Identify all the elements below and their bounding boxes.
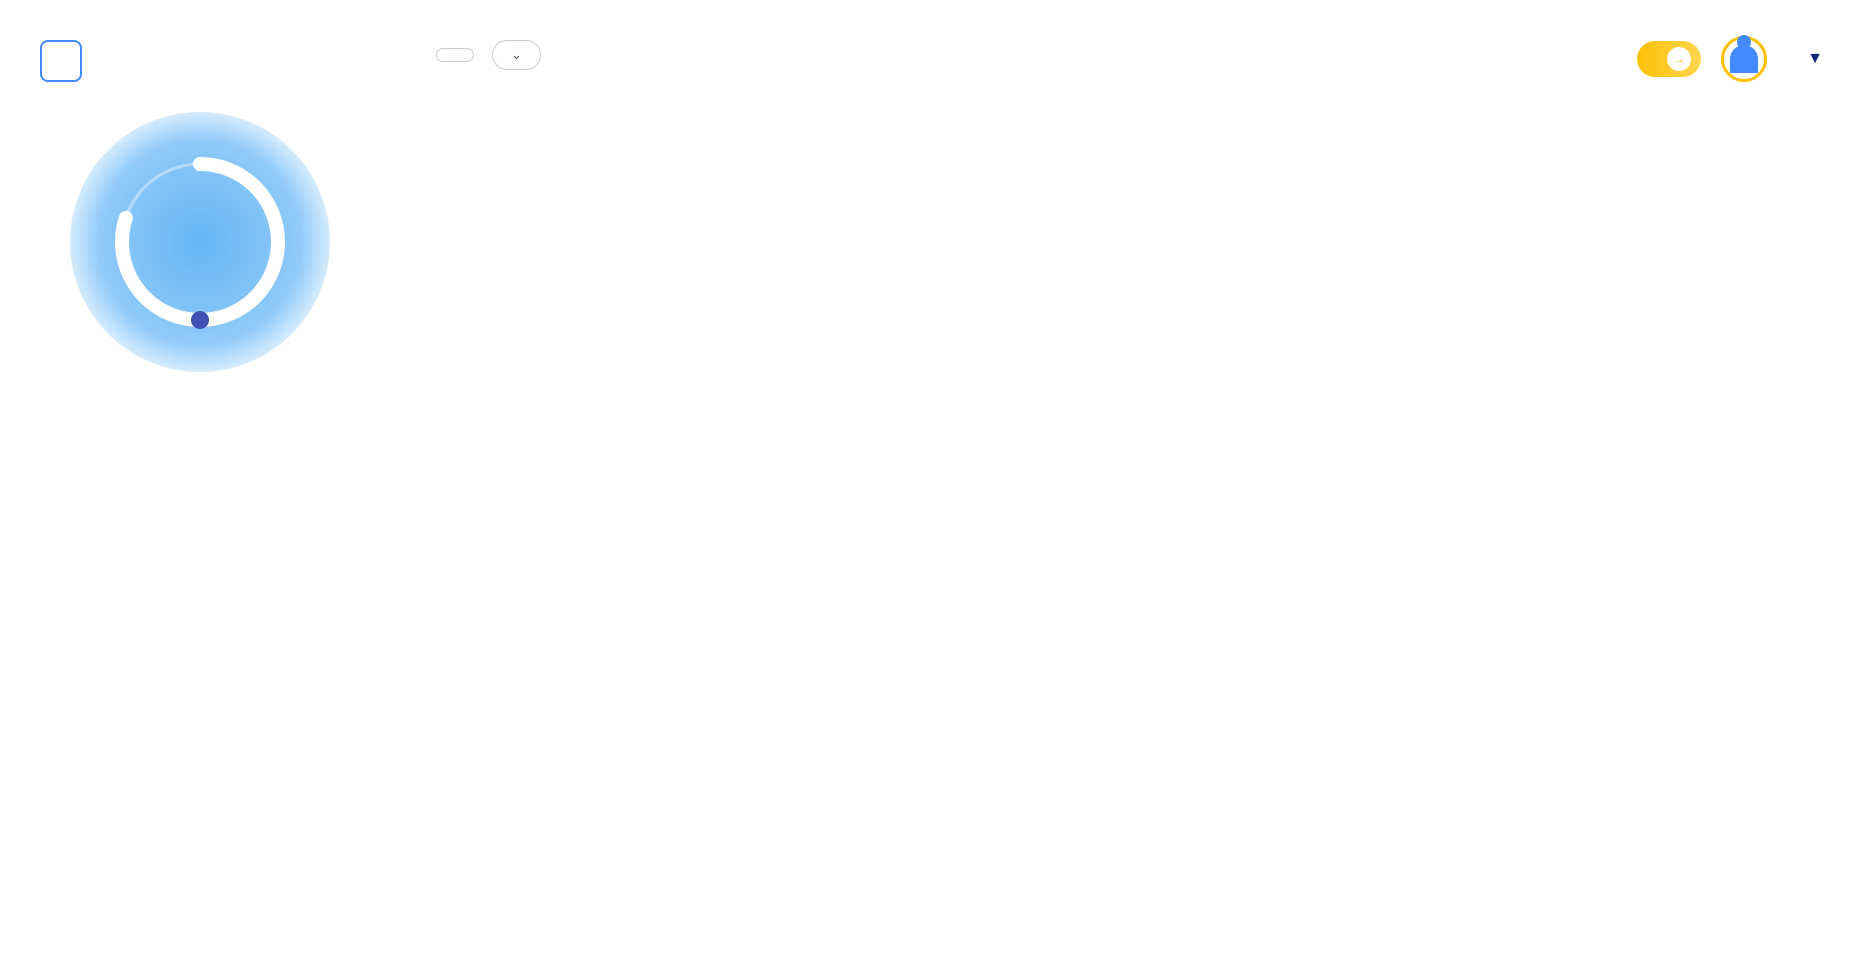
col3 [1180,100,1500,389]
col2 [920,100,1140,442]
logo [40,40,360,82]
logo-icon [40,40,82,82]
button-pill[interactable] [436,48,474,62]
user-area: → ▼ [1637,36,1823,82]
area-chart [920,252,1140,422]
more-pill[interactable]: ⌄ [492,40,541,70]
bar-chart [400,100,890,300]
arrow-section [400,320,890,326]
sidebar [40,40,360,372]
chevron-down-icon: ⌄ [511,47,522,62]
caret-down-icon[interactable]: ▼ [1807,50,1823,68]
small-donut [770,600,890,694]
arrow-right-icon: → [1667,47,1691,71]
topbar: ⌄ [400,40,1823,70]
toggle-button[interactable]: → [1637,41,1701,77]
sidebar-gauge [70,112,330,372]
big-donut [1180,160,1500,365]
avatar[interactable] [1721,36,1767,82]
